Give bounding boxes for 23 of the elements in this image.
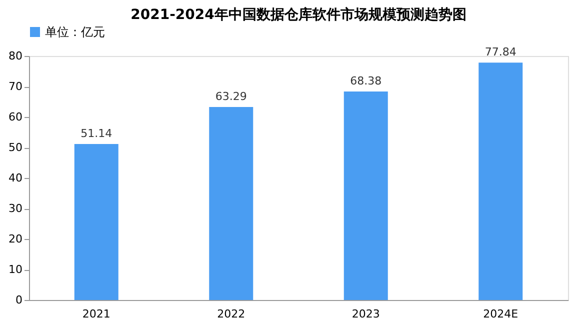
y-tick-label: 20 — [8, 232, 22, 246]
data-label: 77.84 — [484, 46, 516, 59]
bar — [344, 91, 388, 300]
x-tick-label: 2023 — [352, 308, 380, 320]
x-tick-label: 2022 — [217, 308, 246, 320]
y-tick-label: 10 — [8, 263, 22, 276]
x-tick-label: 2024E — [483, 308, 518, 320]
chart-title: 2021-2024年中国数据仓库软件市场规模预测趋势图 — [130, 6, 466, 23]
y-tick-label: 80 — [8, 50, 22, 62]
legend-label: 单位：亿元 — [45, 25, 105, 39]
bar — [209, 106, 254, 300]
y-tick-label: 70 — [8, 80, 22, 93]
data-label: 63.29 — [215, 90, 247, 103]
y-tick-label: 40 — [8, 172, 22, 184]
data-label: 68.38 — [350, 74, 382, 88]
bar — [74, 144, 118, 300]
y-tick-label: 50 — [8, 141, 22, 154]
y-tick-label: 60 — [8, 110, 22, 124]
y-tick-label: 30 — [8, 202, 22, 215]
x-tick-label: 2021 — [82, 308, 110, 320]
y-tick-label: 0 — [16, 294, 22, 306]
data-label: 51.14 — [80, 127, 112, 140]
bar — [478, 62, 523, 300]
